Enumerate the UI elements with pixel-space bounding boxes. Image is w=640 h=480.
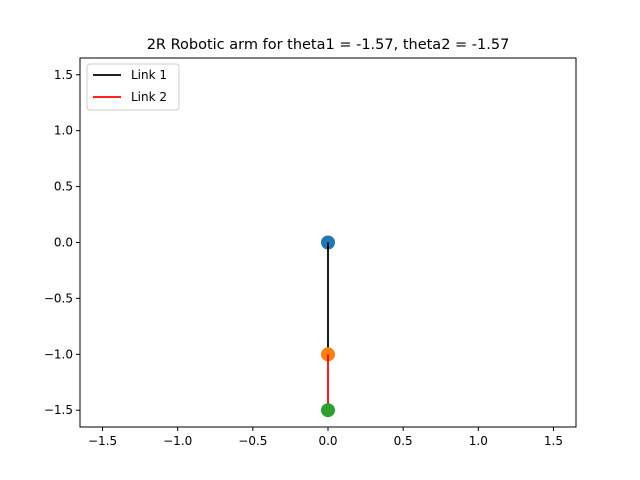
y-axis: 1.5 1.0 0.5 0.0 −0.5 −1.0 −1.5	[44, 68, 80, 417]
y-tick-label: 0.5	[54, 180, 73, 194]
legend-label: Link 1	[131, 68, 167, 82]
x-tick-label: 1.0	[469, 434, 488, 448]
y-tick-label: −1.0	[44, 347, 73, 361]
y-tick-label: 1.5	[54, 68, 73, 82]
legend-label: Link 2	[131, 90, 167, 104]
y-tick-label: −0.5	[44, 291, 73, 305]
x-tick-label: −0.5	[238, 434, 267, 448]
x-tick-label: −1.5	[88, 434, 117, 448]
joint-point	[321, 403, 335, 418]
legend: Link 1 Link 2	[86, 63, 180, 111]
x-tick-label: 0.5	[394, 434, 413, 448]
plot-area	[321, 235, 335, 418]
chart-title: 2R Robotic arm for theta1 = -1.57, theta…	[147, 37, 510, 53]
x-axis: −1.5 −1.0 −0.5 0.0 0.5 1.0 1.5	[88, 427, 563, 448]
y-tick-label: −1.5	[44, 403, 73, 417]
y-tick-label: 1.0	[54, 124, 73, 138]
y-tick-label: 0.0	[54, 236, 73, 250]
x-tick-label: −1.0	[163, 434, 192, 448]
x-tick-label: 0.0	[318, 434, 337, 448]
x-tick-label: 1.5	[544, 434, 563, 448]
